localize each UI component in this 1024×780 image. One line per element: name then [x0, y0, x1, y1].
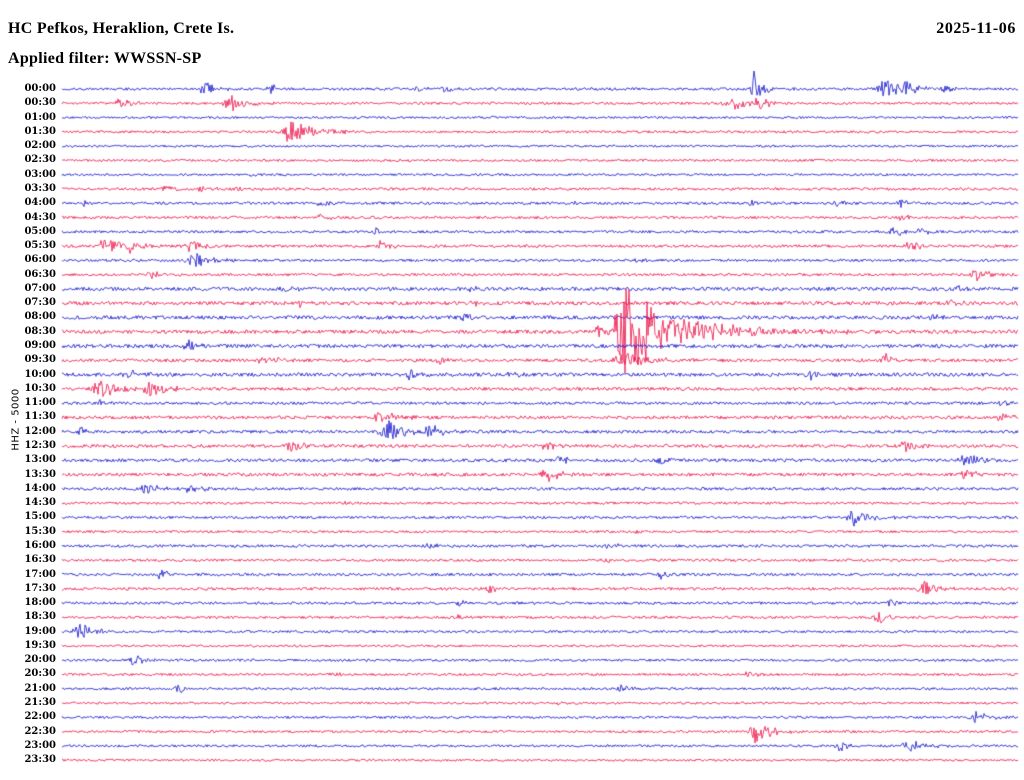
time-label: 20:00: [24, 654, 56, 666]
time-label: 19:30: [24, 639, 56, 651]
time-label: 12:00: [24, 425, 56, 437]
time-label: 13:30: [24, 468, 56, 480]
time-label: 09:00: [24, 340, 56, 352]
time-label: 16:30: [24, 554, 56, 566]
time-label: 14:00: [24, 482, 56, 494]
time-label: 21:00: [24, 682, 56, 694]
time-label: 22:30: [24, 725, 56, 737]
time-label: 08:30: [24, 325, 56, 337]
time-label: 06:30: [24, 268, 56, 280]
time-label: 13:00: [24, 454, 56, 466]
date-label: 2025-11-06: [936, 20, 1016, 37]
time-label: 10:30: [24, 382, 56, 394]
time-label: 17:30: [24, 582, 56, 594]
time-label: 02:00: [24, 140, 56, 152]
time-label: 20:30: [24, 668, 56, 680]
time-label: 11:30: [24, 411, 56, 423]
time-label: 23:00: [24, 739, 56, 751]
time-label: 12:30: [24, 440, 56, 451]
time-label: 21:30: [24, 697, 56, 709]
time-label: 04:30: [24, 211, 56, 223]
time-label: 00:00: [24, 83, 56, 94]
time-label: 04:00: [24, 197, 56, 209]
time-label: 22:00: [24, 711, 56, 723]
station-title: HC Pefkos, Heraklion, Crete Is.: [8, 20, 235, 37]
time-label: 18:00: [24, 597, 56, 609]
time-label: 05:00: [24, 225, 56, 237]
time-label: 03:30: [24, 182, 56, 194]
time-label: 08:00: [24, 311, 56, 323]
time-label: 19:00: [24, 625, 56, 637]
time-label: 01:00: [24, 111, 56, 123]
time-label: 10:00: [24, 368, 56, 380]
time-label: 07:30: [24, 297, 56, 309]
filter-label: Applied filter: WWSSN-SP: [8, 50, 202, 67]
time-label: 16:00: [24, 539, 56, 551]
time-label: 17:00: [24, 568, 56, 580]
time-label: 01:30: [24, 125, 56, 137]
time-label: 07:00: [24, 282, 56, 294]
time-label: 15:30: [24, 525, 56, 537]
time-label: 23:30: [24, 754, 56, 766]
time-label: 11:00: [24, 397, 56, 409]
time-label: 15:00: [24, 511, 56, 523]
time-label: 03:00: [24, 168, 56, 180]
time-label: 06:00: [24, 254, 56, 266]
time-label: 09:30: [24, 354, 56, 366]
time-label: 02:30: [24, 154, 56, 166]
channel-scale-label: HHZ - 5000: [10, 388, 22, 451]
time-label: 18:30: [24, 611, 56, 623]
time-label: 14:30: [24, 497, 56, 509]
time-label: 00:30: [24, 97, 56, 109]
time-label: 05:30: [24, 240, 56, 252]
